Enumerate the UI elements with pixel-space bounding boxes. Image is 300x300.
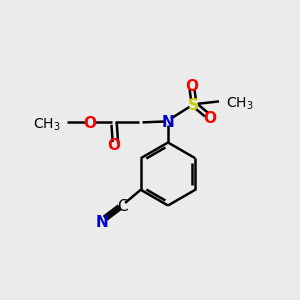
- Text: CH$_3$: CH$_3$: [33, 116, 61, 133]
- Text: O: O: [107, 138, 121, 153]
- Text: S: S: [188, 98, 199, 113]
- Text: CH$_3$: CH$_3$: [226, 95, 254, 112]
- Text: O: O: [83, 116, 96, 131]
- Text: O: O: [203, 111, 217, 126]
- Text: N: N: [95, 215, 108, 230]
- Text: O: O: [185, 79, 199, 94]
- Text: C: C: [117, 199, 128, 214]
- Text: N: N: [162, 115, 174, 130]
